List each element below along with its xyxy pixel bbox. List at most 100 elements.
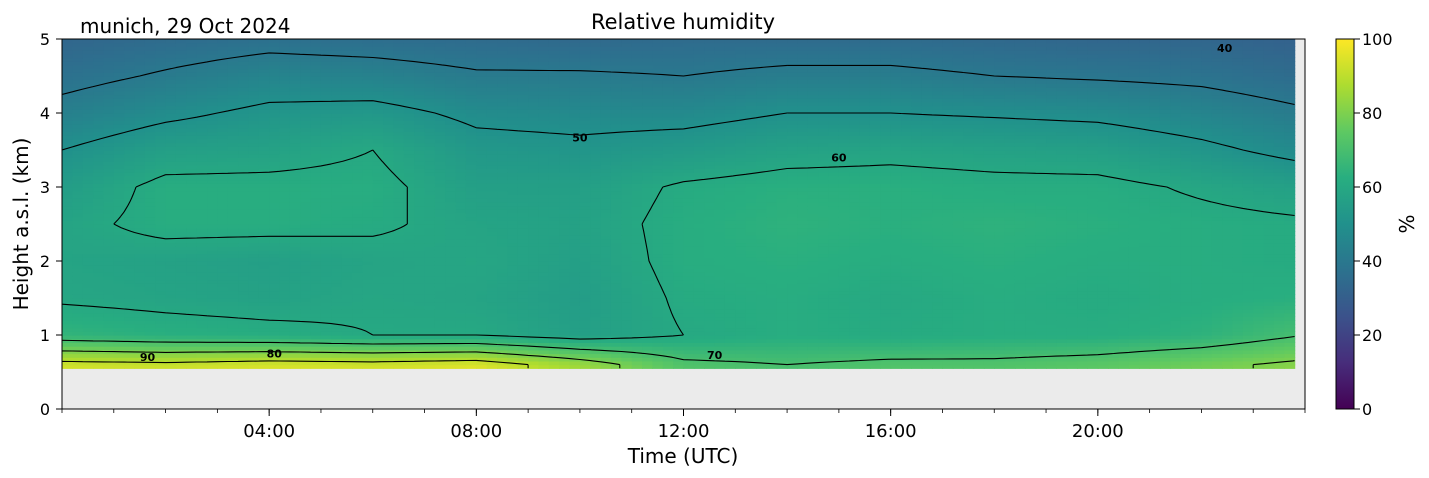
heatmap-cell — [445, 53, 457, 59]
heatmap-cell — [631, 346, 643, 351]
heatmap-cell — [113, 298, 125, 303]
heatmap-cell — [289, 72, 301, 77]
heatmap-cell — [320, 253, 332, 258]
heatmap-cell — [269, 179, 281, 184]
heatmap-cell — [62, 153, 73, 158]
heatmap-cell — [258, 249, 270, 255]
heatmap-cell — [631, 101, 643, 107]
heatmap-cell — [165, 261, 177, 266]
heatmap-cell — [393, 190, 405, 195]
heatmap-cell — [372, 50, 384, 55]
heatmap-cell — [383, 90, 395, 96]
heatmap-cell — [320, 216, 332, 221]
heatmap-cell — [82, 357, 94, 362]
heatmap-cell — [590, 216, 602, 221]
heatmap-cell — [445, 327, 457, 332]
heatmap-cell — [258, 364, 270, 369]
heatmap-cell — [248, 64, 260, 70]
heatmap-cell — [186, 164, 198, 170]
heatmap-cell — [569, 142, 581, 147]
heatmap-cell — [269, 235, 281, 240]
heatmap-cell — [403, 268, 415, 273]
heatmap-cell — [227, 298, 239, 303]
heatmap-cell — [403, 331, 415, 336]
heatmap-cell — [403, 294, 415, 299]
heatmap-cell — [579, 216, 591, 221]
heatmap-cell — [372, 331, 384, 336]
heatmap-cell — [393, 275, 405, 281]
heatmap-cell — [352, 235, 363, 240]
heatmap-cell — [548, 135, 560, 140]
heatmap-cell — [352, 187, 363, 192]
heatmap-cell — [372, 57, 384, 62]
heatmap-cell — [600, 157, 612, 162]
heatmap-cell — [113, 353, 125, 358]
heatmap-cell — [258, 53, 270, 59]
heatmap-cell — [424, 53, 436, 59]
heatmap-cell — [403, 238, 415, 244]
heatmap-cell — [103, 120, 115, 125]
heatmap-cell — [134, 257, 146, 262]
heatmap-cell — [486, 286, 498, 292]
heatmap-cell — [82, 187, 94, 192]
heatmap-cell — [486, 323, 498, 329]
heatmap-cell — [559, 246, 571, 251]
heatmap-cell — [300, 168, 312, 173]
heatmap-cell — [548, 113, 560, 118]
heatmap-cell — [93, 246, 105, 251]
heatmap-cell — [82, 194, 94, 199]
heatmap-cell — [175, 261, 187, 266]
heatmap-cell — [113, 168, 125, 173]
heatmap-cell — [310, 198, 322, 203]
heatmap-cell — [610, 79, 622, 84]
heatmap-cell — [476, 338, 488, 343]
heatmap-cell — [124, 238, 136, 244]
heatmap-cell — [175, 227, 187, 232]
heatmap-cell — [175, 220, 187, 225]
heatmap-cell — [82, 290, 94, 295]
heatmap-cell — [300, 246, 312, 251]
heatmap-cell — [289, 305, 301, 310]
heatmap-cell — [134, 290, 146, 295]
heatmap-cell — [548, 164, 560, 170]
heatmap-cell — [269, 316, 281, 321]
heatmap-cell — [455, 39, 467, 44]
heatmap-cell — [393, 249, 405, 255]
heatmap-cell — [445, 231, 457, 236]
heatmap-cell — [155, 172, 167, 177]
heatmap-cell — [393, 90, 405, 96]
heatmap-cell — [320, 346, 332, 351]
heatmap-cell — [113, 113, 125, 118]
heatmap-cell — [341, 227, 353, 232]
heatmap-cell — [362, 50, 374, 55]
heatmap-cell — [113, 68, 125, 73]
heatmap-cell — [62, 216, 73, 221]
heatmap-cell — [134, 205, 146, 210]
heatmap-cell — [320, 72, 332, 77]
heatmap-cell — [248, 46, 260, 51]
heatmap-cell — [124, 275, 136, 281]
heatmap-cell — [538, 161, 550, 166]
heatmap-cell — [455, 120, 467, 125]
heatmap-cell — [103, 98, 115, 103]
heatmap-cell — [548, 279, 560, 284]
heatmap-cell — [600, 83, 612, 88]
heatmap-cell — [310, 124, 322, 129]
heatmap-cell — [538, 209, 550, 214]
heatmap-cell — [124, 64, 136, 70]
heatmap-cell — [528, 127, 540, 133]
heatmap-cell — [310, 298, 322, 303]
heatmap-cell — [497, 194, 509, 199]
heatmap-cell — [113, 335, 125, 340]
heatmap-cell — [631, 94, 643, 99]
heatmap-cell — [258, 335, 270, 340]
heatmap-cell — [93, 79, 105, 84]
heatmap-cell — [269, 327, 281, 332]
heatmap-cell — [362, 224, 374, 229]
heatmap-cell — [310, 283, 322, 288]
heatmap-cell — [238, 338, 250, 343]
heatmap-cell — [465, 283, 477, 288]
heatmap-cell — [621, 335, 633, 340]
heatmap-cell — [217, 157, 229, 162]
heatmap-cell — [144, 183, 156, 188]
